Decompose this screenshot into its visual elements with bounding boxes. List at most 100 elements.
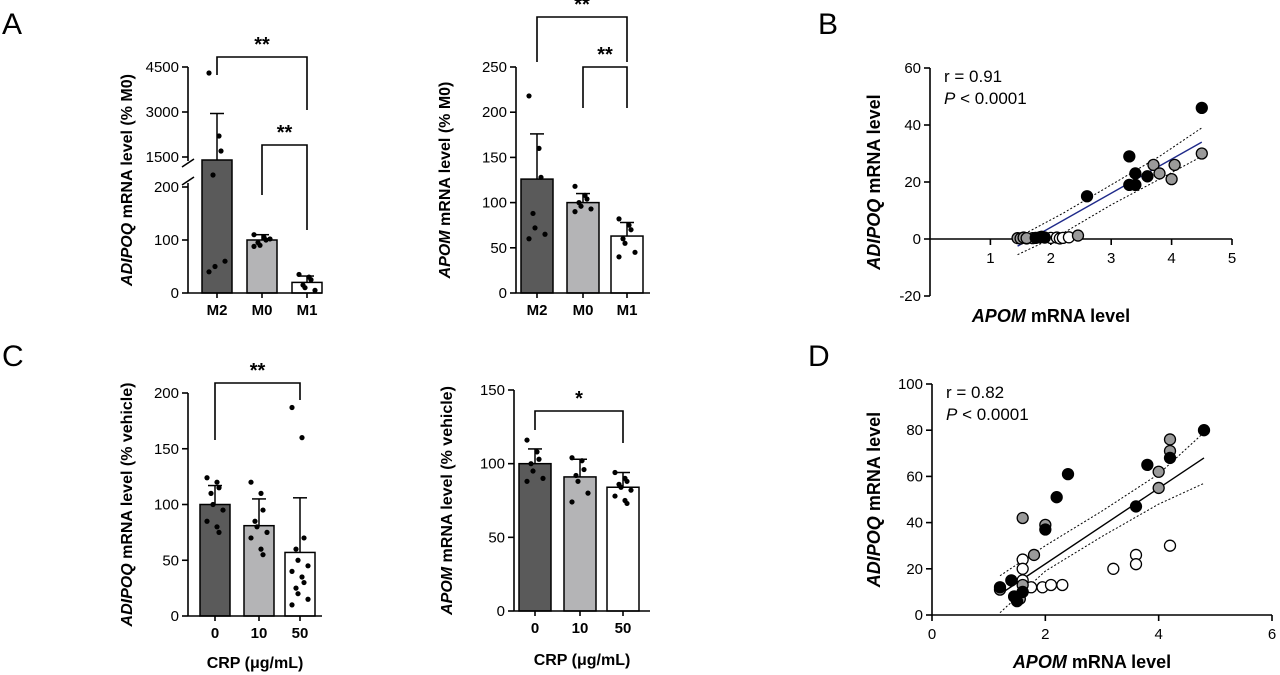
- data-point: [526, 93, 532, 99]
- data-point: [208, 490, 214, 496]
- chart-c-apom-bars: 0 10 50 0 50 100 150 APOM mRNA level (% vehicle…: [439, 382, 650, 669]
- x-tick-label: 0: [531, 620, 539, 637]
- data-point-white: [1129, 558, 1143, 571]
- y-tick-label: 150: [480, 382, 505, 399]
- y-tick-label: 1500: [146, 149, 179, 166]
- panel-letter-b: B: [818, 8, 838, 41]
- data-point: [258, 490, 264, 496]
- chart-b-scatter: -20 0 20 40 60 1 2 3 4 5 r = 0.91 P < 0.0001 APOM mR…: [864, 60, 1236, 326]
- data-point: [532, 225, 538, 231]
- r-value-annotation: r = 0.82: [946, 383, 1004, 402]
- data-point-black: [1005, 574, 1018, 587]
- y-tick-label: 20: [904, 174, 921, 191]
- data-point: [299, 435, 305, 441]
- data-point: [616, 216, 622, 222]
- x-tick-label: M1: [297, 302, 318, 319]
- y-tick-label: -20: [899, 288, 921, 305]
- data-point: [569, 499, 575, 505]
- y-tick-label: 60: [906, 468, 923, 485]
- x-tick-label: M2: [207, 302, 228, 319]
- data-point-black: [1080, 190, 1094, 203]
- data-point-black: [993, 581, 1007, 594]
- data-point-black: [1129, 178, 1142, 192]
- p-value-annotation: P < 0.0001: [946, 405, 1029, 424]
- data-point: [524, 437, 530, 443]
- data-point: [585, 490, 591, 496]
- data-point: [584, 196, 590, 202]
- data-point: [210, 172, 216, 178]
- x-tick-label: 50: [615, 620, 632, 637]
- data-point: [616, 254, 622, 260]
- x-tick-label: 0: [928, 626, 936, 643]
- data-point-white: [1056, 578, 1069, 592]
- x-axis-label: CRP (μg/mL): [207, 655, 304, 672]
- data-point-black: [1123, 150, 1136, 163]
- data-point: [251, 232, 257, 238]
- data-point-white: [1163, 539, 1177, 552]
- significance-label: **: [250, 360, 266, 382]
- data-point-black: [1197, 424, 1211, 437]
- data-point: [620, 236, 626, 242]
- data-point: [579, 458, 585, 464]
- y-tick-label: 250: [482, 59, 507, 76]
- y-tick-label: 80: [906, 422, 923, 439]
- data-point: [536, 456, 542, 462]
- data-point-gray: [1071, 229, 1085, 242]
- y-tick-label: 40: [906, 515, 923, 532]
- data-point: [569, 455, 575, 461]
- significance-bracket: [216, 56, 308, 110]
- y-axis-label: ADIPOQ mRNA level: [864, 94, 884, 270]
- y-tick-label: 0: [171, 608, 179, 625]
- y-tick-label: 100: [482, 195, 507, 212]
- data-point: [248, 535, 254, 541]
- data-point: [588, 206, 594, 212]
- y-tick-label: 200: [482, 104, 507, 121]
- data-point: [252, 518, 258, 524]
- y-axis-label: ADIPOQ mRNA level (% vehicle): [119, 383, 136, 628]
- y-tick-label: 0: [497, 603, 505, 620]
- y-tick-label: 60: [904, 60, 921, 77]
- data-point-black: [1010, 594, 1024, 608]
- data-point: [260, 552, 266, 558]
- data-point: [289, 602, 295, 608]
- y-tick-label: 100: [154, 232, 179, 249]
- data-point-black: [1141, 458, 1154, 472]
- regression-line: [999, 457, 1205, 595]
- data-point-black: [1163, 451, 1177, 465]
- data-point-gray: [1195, 147, 1208, 160]
- data-point-black: [1141, 170, 1154, 183]
- data-point-black: [1195, 101, 1208, 115]
- x-tick-label: 10: [251, 625, 268, 642]
- bar-50: [606, 486, 640, 612]
- data-point-gray: [1027, 548, 1041, 562]
- data-point: [218, 148, 224, 154]
- chart-d-scatter: 0 20 40 60 80 100 0 2 4 6 r = 0.82 P < 0.0001 APOM m…: [864, 376, 1276, 672]
- y-tick-label: 100: [898, 376, 923, 393]
- bar-M2: [520, 178, 554, 294]
- data-point: [295, 591, 301, 597]
- data-point: [299, 574, 305, 580]
- ci-upper-line: [1017, 127, 1203, 239]
- data-point-gray: [1163, 433, 1177, 446]
- x-tick-label: 6: [1268, 626, 1276, 643]
- bar-10: [243, 524, 275, 617]
- x-tick-label: M0: [252, 302, 273, 319]
- data-point: [214, 479, 220, 485]
- data-point: [538, 174, 544, 180]
- data-point: [612, 469, 618, 476]
- y-tick-label: 200: [154, 385, 179, 402]
- data-point-black: [1129, 500, 1143, 513]
- data-point: [257, 242, 263, 248]
- bar-M1: [610, 235, 644, 294]
- chart-a-adipoq-bars: M2 M0 M1 0 100 200 1500 3000 4500 ADIPOQ mRNA lev…: [119, 34, 323, 319]
- data-point: [305, 596, 311, 602]
- y-tick-label: 150: [154, 441, 179, 458]
- y-tick-label: 200: [154, 179, 179, 196]
- data-point-black: [1061, 467, 1075, 481]
- data-point: [534, 449, 540, 455]
- bar-M0: [246, 239, 278, 294]
- data-point: [216, 133, 222, 139]
- x-tick-label: 50: [292, 625, 309, 642]
- bar-M0: [566, 201, 600, 294]
- data-point: [624, 500, 630, 507]
